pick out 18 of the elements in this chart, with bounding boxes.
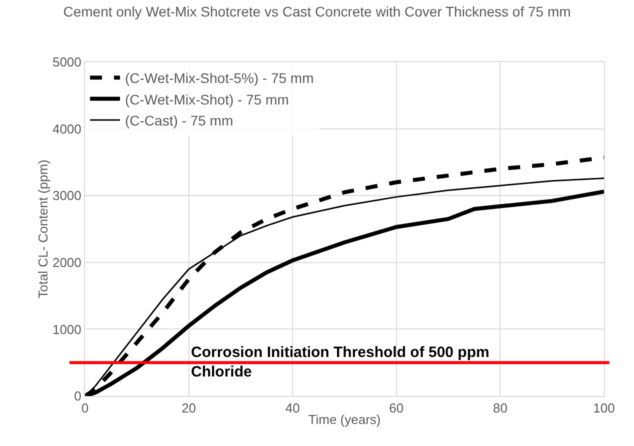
legend-label: (C-Cast) - 75 mm [125, 112, 234, 128]
x-tick-label: 60 [389, 400, 404, 416]
y-tick-label: 1000 [52, 322, 82, 337]
x-tick-label: 40 [285, 400, 300, 416]
legend-label: (C-Wet-Mix-Shot) - 75 mm [125, 91, 289, 108]
legend-label: (C-Wet-Mix-Shot-5%) - 75 mm [125, 70, 314, 86]
x-tick-label: 80 [492, 400, 508, 416]
y-tick-label: 0 [74, 388, 82, 404]
y-tick-label: 5000 [52, 54, 82, 70]
chart-title: Cement only Wet-Mix Shotcrete vs Cast Concrete with Cover Thickness of 75 mm [63, 3, 571, 20]
y-tick-label: 4000 [52, 121, 82, 136]
x-axis-title: Time (years) [308, 412, 381, 428]
x-tick-label: 100 [593, 400, 615, 416]
y-tick-label: 3000 [52, 188, 82, 204]
y-axis-title: Total CL- Content (ppm) [35, 160, 50, 298]
x-tick-label: 20 [182, 400, 196, 416]
ref-line-label: Corrosion Initiation Threshold of 500 ppm Chloride [191, 344, 490, 380]
y-tick-label: 2000 [52, 254, 82, 270]
